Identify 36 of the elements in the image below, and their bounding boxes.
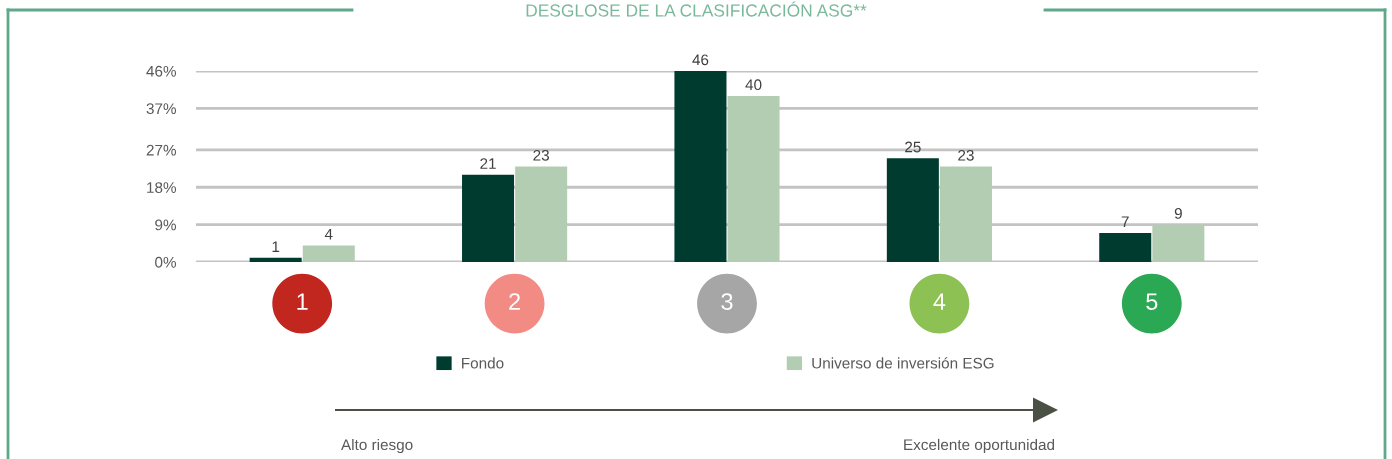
bar	[674, 71, 727, 262]
x-tick-label: 1	[297, 293, 308, 310]
x-tick-label: 5	[1146, 293, 1158, 310]
data-label: 25	[905, 141, 921, 153]
x-tick-label: 4	[933, 293, 946, 310]
y-tick-label: 18%	[147, 182, 177, 193]
data-label: 1	[272, 241, 280, 252]
data-label: 4	[324, 228, 333, 240]
data-label: 40	[745, 79, 762, 91]
bar	[302, 245, 355, 262]
y-tick-label: 27%	[146, 144, 177, 156]
data-label: 23	[533, 149, 549, 161]
legend-label: Fondo	[462, 357, 504, 369]
y-tick-label: 0%	[155, 256, 177, 268]
bar	[462, 174, 515, 262]
data-label: 9	[1174, 208, 1182, 219]
data-label: 46	[692, 54, 709, 66]
bar	[886, 158, 939, 262]
x-tick-label: 3	[721, 293, 733, 310]
x-tick-label: 2	[509, 293, 520, 310]
y-tick-label: 46%	[146, 65, 177, 77]
legend-label: Universo de inversión ESG	[812, 357, 994, 369]
data-label: 23	[958, 149, 974, 161]
text: Alto riesgo	[341, 438, 413, 454]
bar	[1099, 232, 1152, 262]
data-label: 7	[1121, 216, 1129, 227]
y-tick-label: 37%	[146, 103, 177, 115]
chart-title: DESGLOSE DE LA CLASIFICACIÓN ASG**	[526, 1, 867, 17]
bar	[727, 95, 780, 262]
y-tick-label: 9%	[155, 219, 177, 231]
bar	[939, 166, 992, 262]
bar	[1152, 224, 1205, 262]
bar	[249, 257, 302, 262]
text: Excelente oportunidad	[904, 438, 1055, 454]
data-label: 21	[480, 158, 496, 169]
bar	[515, 166, 568, 262]
